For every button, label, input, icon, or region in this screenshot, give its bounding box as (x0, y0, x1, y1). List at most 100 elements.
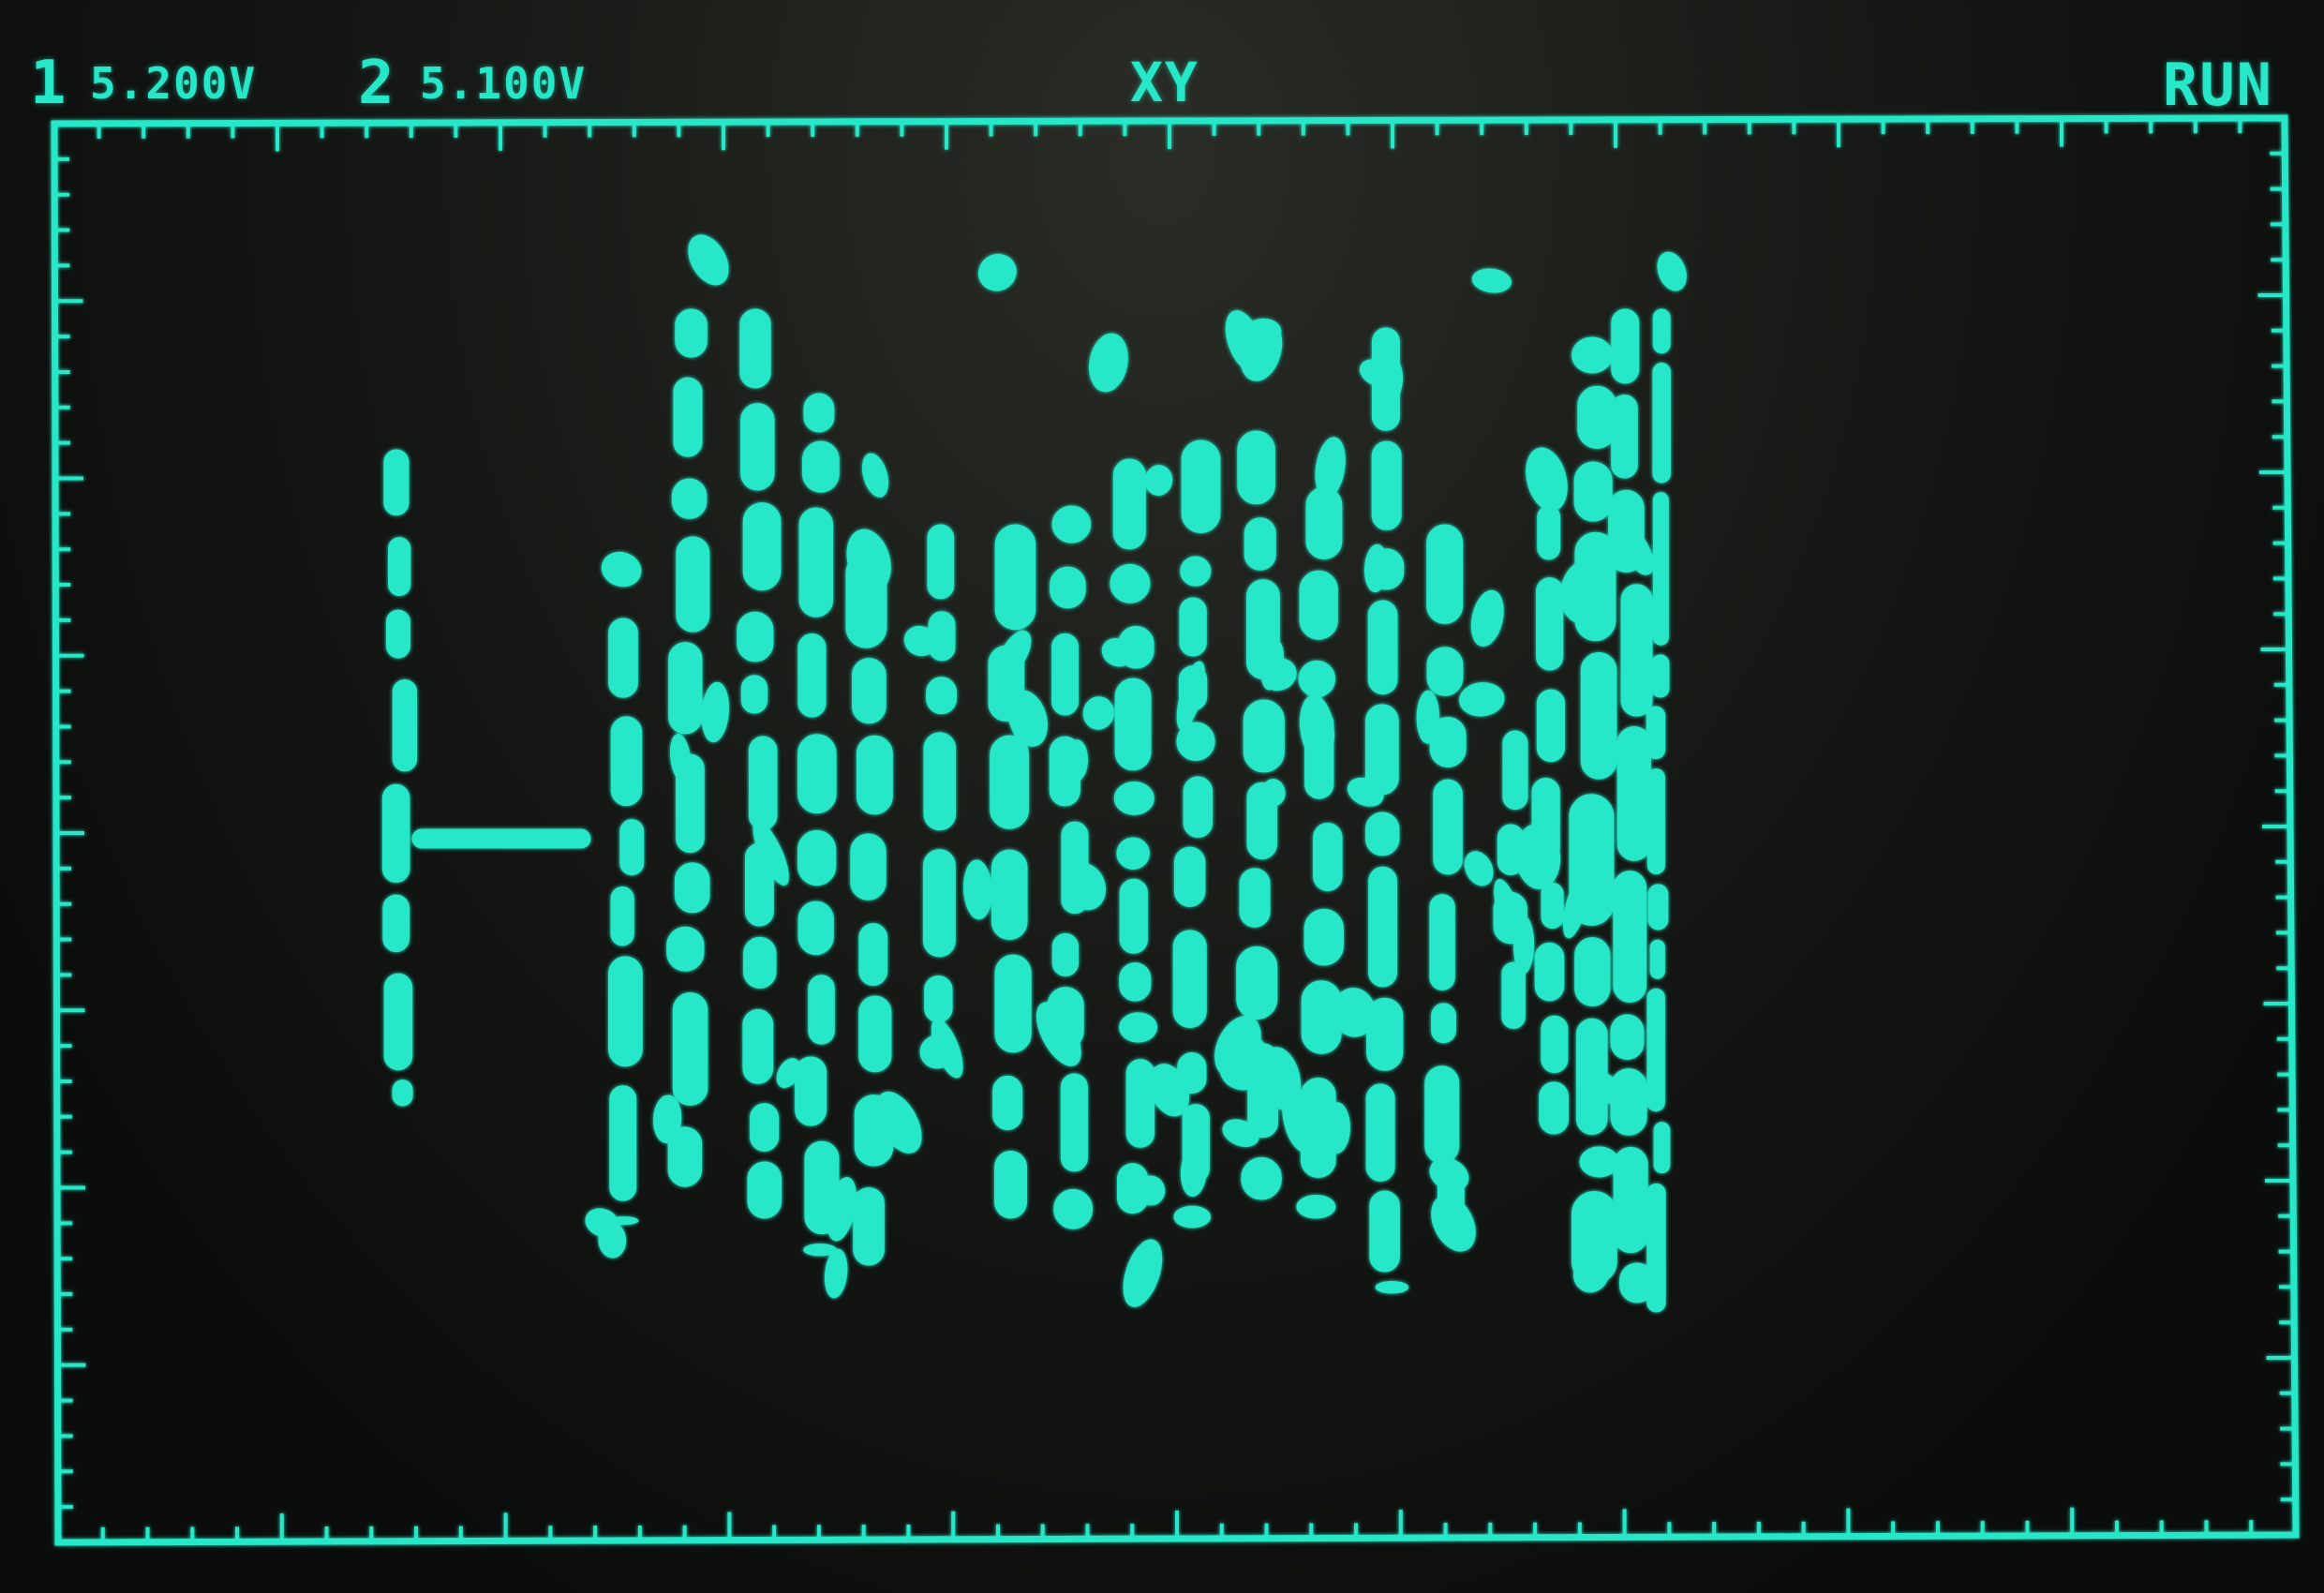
trace-dot (1512, 916, 1535, 975)
trace-segment (673, 377, 703, 457)
trace-segment (1237, 430, 1275, 505)
trace-segment (1241, 1156, 1282, 1200)
trace-dot (1372, 358, 1404, 412)
trace-dot (1590, 1073, 1618, 1105)
trace-segment (1536, 577, 1564, 671)
trace-dot (776, 1058, 801, 1089)
trace-segment (607, 956, 643, 1067)
trace-segment (991, 849, 1028, 940)
trace-dot (1464, 851, 1494, 886)
trace-segment (1610, 1068, 1647, 1136)
trace-segment (1119, 1012, 1158, 1043)
trace-segment (1502, 730, 1528, 811)
trace-segment (858, 995, 892, 1073)
trace-segment (1296, 1195, 1336, 1219)
trace-segment (856, 735, 893, 815)
trace-dot (1144, 465, 1173, 496)
trace-segment (608, 618, 638, 698)
trace-segment (1243, 699, 1285, 773)
trace-dot (1260, 658, 1297, 692)
trace-segment (1183, 776, 1214, 839)
trace-dot (1180, 1145, 1208, 1198)
trace-dot (669, 734, 692, 782)
trace-dot (827, 1177, 857, 1242)
trace-segment (1429, 894, 1455, 990)
trace-dot (1176, 661, 1205, 731)
trace-dot (1429, 1157, 1469, 1192)
trace-segment (1180, 556, 1212, 587)
trace-dot (598, 1222, 627, 1258)
trace-segment (853, 1187, 885, 1266)
trace-dot (1657, 251, 1687, 291)
trace-segment (743, 936, 777, 989)
trace-segment (1649, 939, 1665, 979)
trace-dot (931, 1019, 963, 1079)
trace-segment (383, 973, 413, 1071)
trace-segment (1651, 654, 1670, 698)
trace-dot (1089, 333, 1128, 393)
trace-segment (750, 1103, 780, 1152)
trace-segment (1113, 782, 1155, 815)
channel-1-number: 1 (30, 49, 68, 118)
trace-segment (1620, 584, 1653, 717)
trace-segment (994, 524, 1036, 631)
trace-segment (798, 507, 834, 618)
trace-segment (1653, 1122, 1671, 1174)
trace-segment (1114, 677, 1152, 771)
trace-segment (1534, 942, 1565, 1002)
channel-2-number: 2 (358, 49, 396, 118)
trace-segment (1060, 1073, 1088, 1172)
trace-dot (1363, 543, 1389, 593)
trace-dot (861, 453, 889, 498)
trace-segment (392, 678, 418, 772)
trace-segment (1577, 385, 1617, 449)
xy-trace (381, 234, 1687, 1313)
trace-dot (875, 1092, 922, 1154)
trace-segment (1051, 505, 1092, 543)
trace-segment (1119, 962, 1152, 1002)
trace-dot (1416, 690, 1439, 744)
trace-segment (1572, 336, 1613, 374)
trace-dot (1526, 447, 1568, 512)
trace-segment (1179, 597, 1207, 657)
trace-segment (676, 536, 710, 633)
trace-segment (1646, 1183, 1666, 1313)
trace-segment (740, 675, 768, 714)
trace-dot (1101, 638, 1133, 667)
trace-segment (795, 1056, 827, 1126)
trace-dot (1222, 1119, 1259, 1147)
trace-segment (797, 633, 827, 718)
graticule-ticks (52, 116, 2298, 1544)
trace-dot (752, 820, 789, 886)
trace-dot (1214, 1016, 1261, 1078)
trace-segment (668, 642, 703, 735)
trace-segment (1119, 878, 1148, 954)
trace-segment (672, 992, 708, 1106)
trace-dot (701, 681, 730, 743)
trace-segment (737, 611, 774, 663)
trace-segment (666, 926, 705, 972)
trace-dot (1149, 1064, 1190, 1117)
trace-segment (383, 449, 410, 516)
trace-segment (808, 975, 835, 1045)
trace-segment (797, 901, 834, 956)
trace-segment (1299, 570, 1338, 640)
trace-segment (748, 736, 778, 830)
trace-dot (1470, 589, 1504, 647)
trace-segment (388, 537, 411, 597)
trace-dot (1562, 871, 1590, 939)
trace-segment (1539, 1081, 1570, 1135)
trace-segment (610, 886, 634, 946)
trace-segment (1652, 492, 1669, 646)
trace-segment (797, 829, 837, 886)
trace-segment (1053, 1188, 1094, 1229)
trace-segment (385, 609, 410, 659)
trace-segment (1236, 945, 1278, 1020)
trace-segment (1426, 647, 1464, 696)
trace-segment (1646, 706, 1666, 760)
trace-segment (1368, 866, 1397, 988)
trace-segment (994, 954, 1032, 1053)
trace-dot (1471, 268, 1512, 293)
